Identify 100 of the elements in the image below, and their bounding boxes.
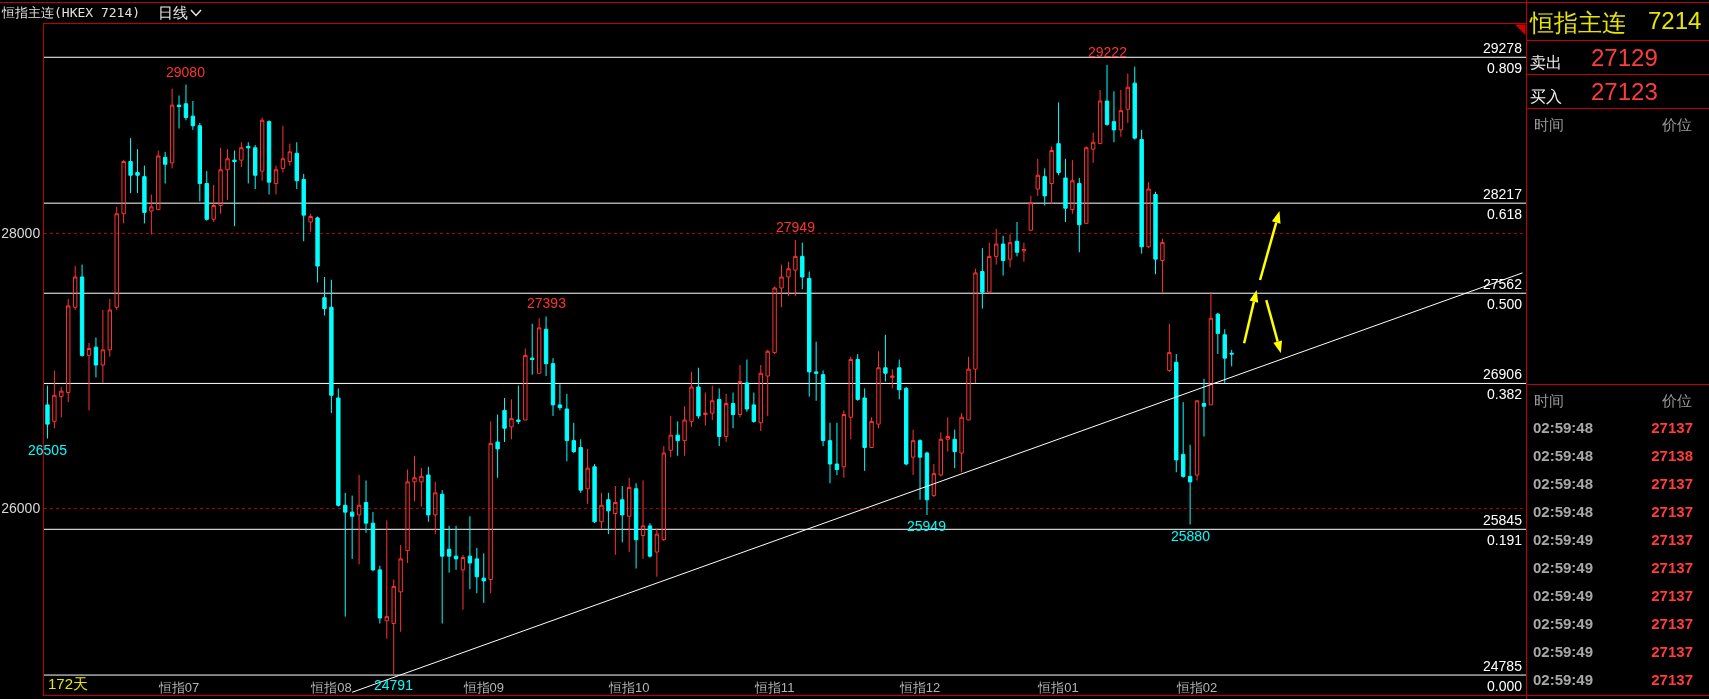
candlestick [820,370,826,447]
candlestick [169,88,175,169]
candlestick [931,463,937,498]
chart-subtitle: 日线 [158,3,189,23]
candlestick [848,356,853,440]
annotation: 0.000 [1487,678,1523,694]
annotation: 27949 [776,219,816,235]
candlestick [467,515,473,590]
candlestick [253,144,258,190]
candlestick [79,264,85,358]
candlestick [980,247,985,310]
candlestick [571,422,576,454]
chart-title: 恒指主连(HKEX 7214) [2,4,141,22]
y-tick-label: 28000 [1,224,41,241]
candlestick [142,165,147,224]
candlestick [772,286,777,355]
candlestick [433,481,438,535]
candlestick [183,84,189,121]
candlestick [834,422,840,476]
candlestick [876,350,881,429]
candlestick [779,264,784,308]
candlestick [633,482,639,569]
candlestick [841,409,847,479]
candlestick [647,522,653,558]
text: 27137 [1651,531,1693,548]
text: 27138 [1651,447,1693,464]
candlestick [800,242,805,290]
candlestick [862,387,867,472]
candlestick [370,511,376,572]
annotation: 172天 [48,675,89,692]
candlestick [426,466,431,523]
annotation: 27393 [527,295,567,311]
candlestick [1125,73,1130,124]
candlestick [689,371,694,428]
candlestick [952,429,957,469]
text: 02:59:48 [1533,419,1594,436]
candlestick [114,206,119,311]
candlestick [1187,444,1193,525]
candlestick [1132,66,1137,140]
text: 02:59:48 [1533,475,1594,492]
x-tick-label: 恒指10 [607,680,650,695]
annotation: 0.500 [1487,296,1523,312]
candlestick [606,492,611,535]
candlestick [502,397,507,443]
candlestick [578,438,583,494]
candlestick [530,323,535,376]
candlestick [1056,101,1061,176]
ref-line-label: 24785 [1483,658,1523,674]
annotation: 0.618 [1487,206,1523,222]
candlestick [45,385,50,440]
candlestick [72,265,78,311]
candlestick [717,387,722,447]
candlestick [668,415,673,458]
text: 27137 [1651,643,1693,660]
candlestick [869,416,874,448]
text: 27137 [1651,615,1693,632]
text: 价位 [1662,392,1692,411]
candlestick [592,463,597,524]
candlestick [329,279,334,414]
candlestick [564,393,570,462]
candlestick [1000,235,1006,277]
text: 02:59:49 [1533,587,1594,604]
candlestick [239,141,244,168]
annotation: 0.382 [1487,386,1523,402]
candlestick [751,392,757,424]
candlestick [807,271,812,398]
candlestick [710,385,715,421]
candlestick [336,387,341,508]
candlestick [1160,238,1165,294]
text: 27137 [1651,559,1693,576]
candlestick [287,143,293,167]
candlestick [1181,401,1186,479]
candlestick [1090,132,1096,164]
candlestick [419,467,424,508]
candlestick [661,445,667,542]
candlestick [675,420,680,457]
candlestick [1070,159,1075,215]
candlestick [786,261,791,297]
candlestick [93,337,99,378]
candlestick [654,528,660,578]
candlestick [917,438,923,501]
candlestick [280,125,286,173]
text: 27137 [1651,419,1693,436]
candlestick [246,141,251,184]
candlestick [121,159,126,224]
candlestick [1097,89,1103,145]
x-tick-label: 恒指12 [898,680,941,695]
candlestick [758,364,763,432]
ref-line-label: 29278 [1483,40,1523,56]
text: 02:59:49 [1533,559,1594,576]
candlestick [1208,291,1214,406]
candlestick [100,309,106,384]
x-tick-label: 恒指07 [157,680,200,695]
x-tick-label: 恒指11 [753,680,795,695]
candlestick [453,525,459,571]
ref-line-label: 26906 [1483,366,1523,382]
candlestick [1028,195,1034,231]
candlestick [1215,312,1221,355]
candlestick [557,383,563,411]
x-tick-label: 恒指01 [1037,680,1079,695]
